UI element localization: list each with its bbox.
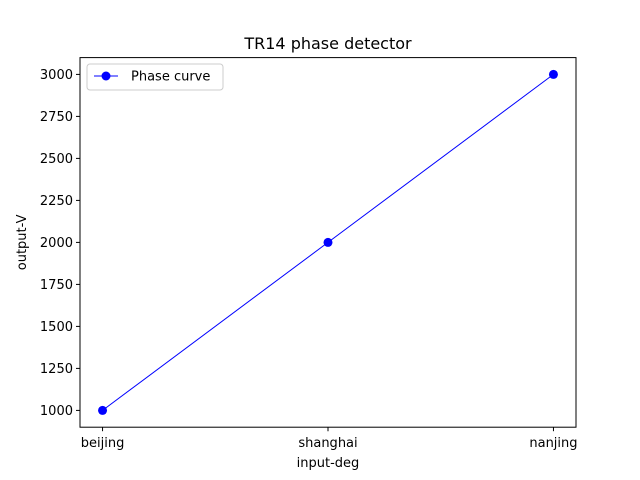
x-tick-label: nanjing bbox=[529, 436, 577, 451]
y-tick-label: 1500 bbox=[40, 320, 73, 335]
y-tick-label: 2000 bbox=[40, 236, 73, 251]
y-tick-label: 3000 bbox=[40, 68, 73, 83]
data-point bbox=[98, 405, 108, 415]
y-tick-label: 1000 bbox=[40, 404, 73, 419]
y-axis: 1000 1250 1500 1750 2000 2250 2500 2750 3000 bbox=[40, 68, 80, 419]
series-layer bbox=[98, 69, 558, 415]
plot-area: 1000 1250 1500 1750 2000 2250 2500 2750 3000 bei… bbox=[40, 57, 578, 451]
legend-marker bbox=[101, 71, 111, 81]
y-tick-label: 1250 bbox=[40, 362, 73, 377]
legend: Phase curve bbox=[86, 63, 224, 91]
y-tick-label: 1750 bbox=[40, 278, 73, 293]
x-axis: beijing shanghai nanjing bbox=[81, 427, 578, 451]
x-tick-label: shanghai bbox=[298, 436, 357, 451]
y-tick-label: 2250 bbox=[40, 194, 73, 209]
legend-label-phase-curve: Phase curve bbox=[131, 70, 210, 85]
legend-box bbox=[86, 63, 224, 91]
x-axis-label: input-deg bbox=[297, 456, 360, 471]
y-tick-label: 2500 bbox=[40, 152, 73, 167]
y-axis-label: output-V bbox=[15, 214, 30, 270]
data-point bbox=[323, 237, 333, 247]
data-point bbox=[548, 69, 558, 79]
x-tick-label: beijing bbox=[81, 436, 125, 451]
chart-title: TR14 phase detector bbox=[243, 34, 412, 53]
y-tick-label: 2750 bbox=[40, 110, 73, 125]
